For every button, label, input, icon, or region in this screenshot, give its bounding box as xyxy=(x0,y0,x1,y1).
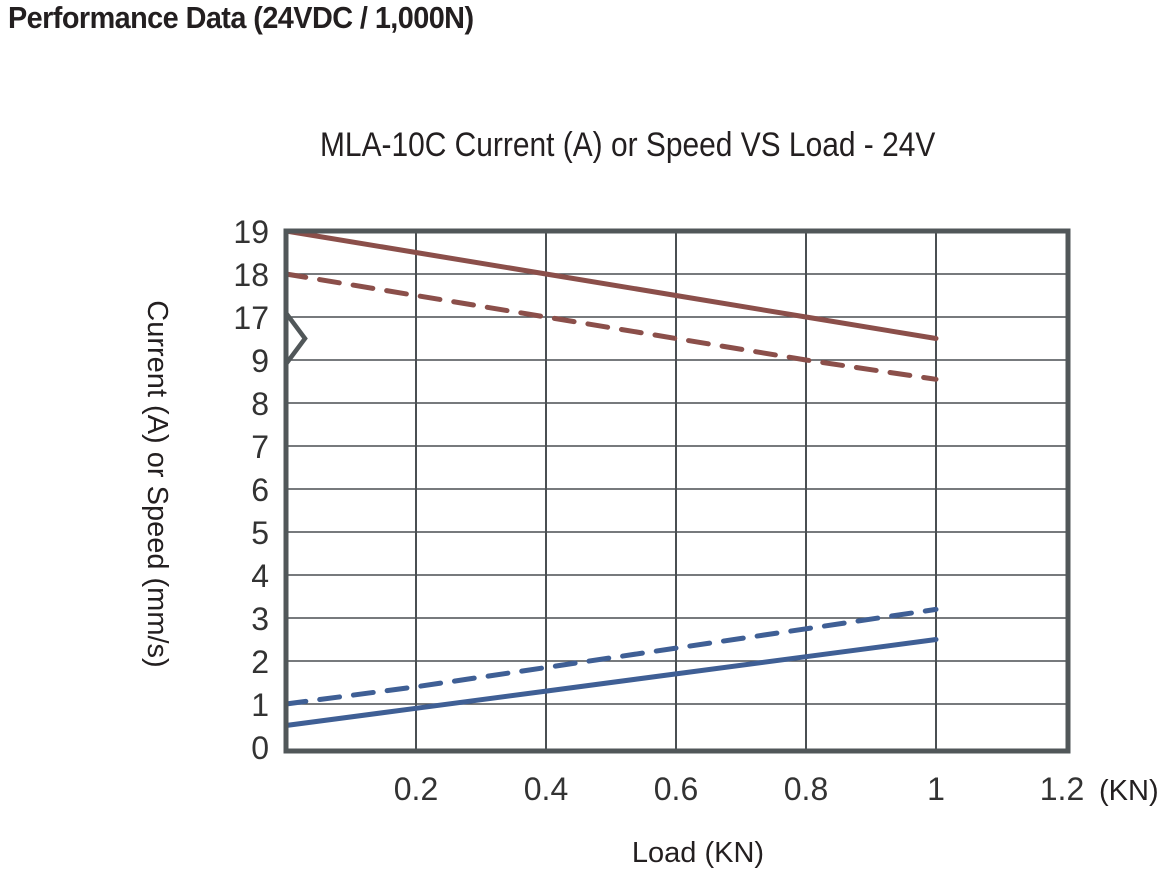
y-tick-label: 7 xyxy=(251,429,269,465)
x-tick-label: 0.2 xyxy=(394,771,438,807)
y-tick-label: 9 xyxy=(251,343,269,379)
y-tick-label: 0 xyxy=(251,730,269,766)
axis-break-marker xyxy=(284,311,308,366)
y-axis-label: Current (A) or Speed (mm/s) xyxy=(141,300,173,667)
x-tick-label: 0.8 xyxy=(784,771,828,807)
y-tick-label: 8 xyxy=(251,386,269,422)
y-tick-label: 4 xyxy=(251,558,269,594)
series-group xyxy=(283,228,939,728)
y-tick-label: 6 xyxy=(251,472,269,508)
series-line-current-dashed xyxy=(283,606,939,707)
y-tick-label: 18 xyxy=(233,257,269,293)
page-heading: Performance Data (24VDC / 1,000N) xyxy=(8,0,474,35)
y-tick-label: 2 xyxy=(251,644,269,680)
x-tick-label: 0.6 xyxy=(654,771,698,807)
x-unit-label: (KN) xyxy=(1099,775,1159,807)
x-tick-label: 0.4 xyxy=(524,771,568,807)
y-tick-label: 19 xyxy=(233,214,269,250)
plot-border xyxy=(283,228,1071,754)
series-line-speed-solid xyxy=(283,228,939,341)
y-tick-label: 5 xyxy=(251,515,269,551)
series-line-speed-dashed xyxy=(283,271,939,382)
y-tick-label: 1 xyxy=(251,687,269,723)
y-tick-label: 17 xyxy=(233,300,269,336)
x-axis-label: Load (KN) xyxy=(632,837,764,869)
series-line-current-solid xyxy=(283,637,939,728)
chart-title: MLA-10C Current (A) or Speed VS Load - 2… xyxy=(320,126,936,164)
x-tick-labels: 0.2 0.4 0.6 0.8 1 1.2 xyxy=(394,771,1084,807)
grid xyxy=(286,231,1068,751)
y-tick-labels: 0 1 2 3 4 5 6 7 8 9 17 18 19 xyxy=(233,214,269,766)
y-tick-label: 3 xyxy=(251,601,269,637)
x-tick-label: 1.2 xyxy=(1040,771,1084,807)
plot-frame xyxy=(283,228,1071,754)
x-tick-label: 1 xyxy=(927,771,945,807)
